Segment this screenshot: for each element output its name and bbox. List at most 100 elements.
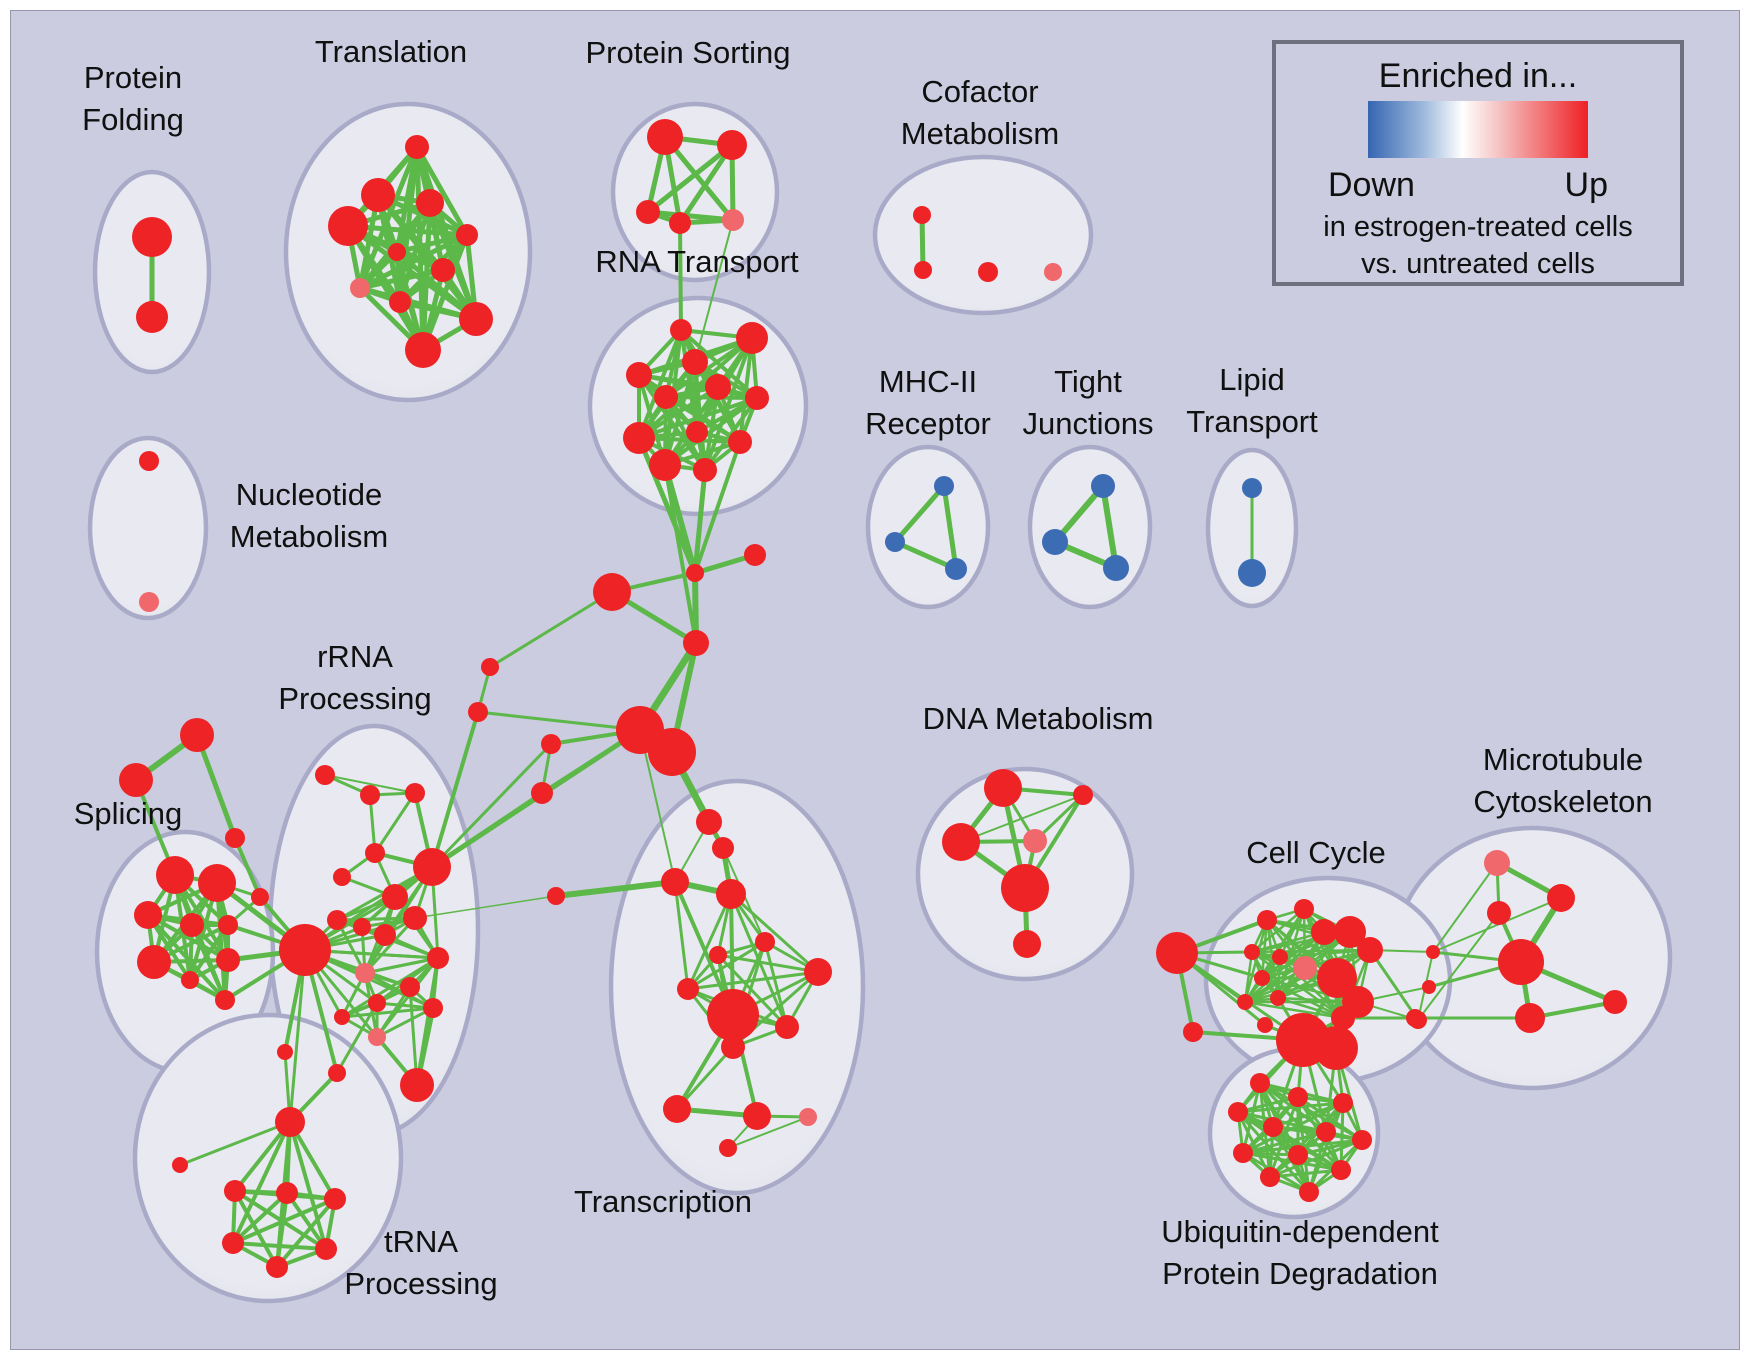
node-tr8 bbox=[677, 978, 699, 1000]
edge-cc4-cc5 bbox=[1250, 907, 1306, 954]
edge-rt5-rt12 bbox=[703, 385, 720, 472]
edge-r14-r21 bbox=[415, 956, 440, 1087]
cluster-label-rna-transport: RNA Transport bbox=[595, 244, 799, 279]
node-tr11 bbox=[721, 1035, 745, 1059]
node-m5 bbox=[1603, 990, 1627, 1014]
edge-trh-u4 bbox=[231, 1120, 292, 1245]
node-h2 bbox=[648, 728, 696, 776]
node-sp5 bbox=[218, 915, 238, 935]
node-u1 bbox=[224, 1180, 246, 1202]
node-ub12 bbox=[1299, 1182, 1319, 1202]
edge-tr6-tr10 bbox=[763, 940, 789, 1029]
node-u4 bbox=[222, 1232, 244, 1254]
node-x1 bbox=[686, 564, 704, 582]
node-t4 bbox=[328, 206, 368, 246]
edge-t7-t8 bbox=[357, 267, 446, 291]
node-tr4 bbox=[716, 879, 746, 909]
node-rt10 bbox=[728, 430, 752, 454]
cluster-ellipse-transcription bbox=[608, 778, 866, 1196]
cluster-label-cell-cycle: Cell Cycle bbox=[1246, 835, 1386, 870]
edge-tr15-tr14 bbox=[727, 1116, 809, 1149]
node-cc5 bbox=[1244, 944, 1260, 960]
edge-rt12-x1 bbox=[692, 467, 708, 576]
node-trh bbox=[275, 1107, 305, 1137]
edge-ub7-ub9 bbox=[1296, 1138, 1364, 1157]
edge-u1-u6 bbox=[233, 1189, 279, 1269]
edge-q2-h1 bbox=[476, 710, 642, 732]
edge-ub6-ub8 bbox=[1241, 1130, 1328, 1155]
node-ps4 bbox=[669, 212, 691, 234]
node-tj1 bbox=[1091, 474, 1115, 498]
node-t2 bbox=[361, 178, 395, 212]
node-m4 bbox=[1498, 939, 1544, 985]
edge-rt7-rt9 bbox=[637, 396, 759, 440]
edge-cc11-cc13 bbox=[1260, 976, 1360, 1004]
node-d2 bbox=[1073, 785, 1093, 805]
node-sp8 bbox=[181, 971, 199, 989]
edge-r10-r13 bbox=[363, 916, 417, 975]
node-cc17 bbox=[1257, 1017, 1273, 1033]
cluster-label-splicing: Splicing bbox=[74, 796, 183, 831]
node-d3 bbox=[942, 823, 980, 861]
node-rt2 bbox=[736, 322, 768, 354]
edge-ps5-rt3 bbox=[694, 219, 734, 363]
node-r4 bbox=[365, 843, 385, 863]
edge-sp3-sp7 bbox=[146, 913, 230, 962]
node-tr7 bbox=[804, 958, 832, 986]
node-u2 bbox=[276, 1182, 298, 1204]
edge-sp3-sp9 bbox=[146, 913, 227, 1002]
node-ub2 bbox=[1288, 1087, 1308, 1107]
node-r18 bbox=[334, 1009, 350, 1025]
node-tr10 bbox=[775, 1015, 799, 1039]
node-rt6 bbox=[654, 385, 678, 409]
node-x2 bbox=[744, 544, 766, 566]
edge-r8-r10 bbox=[335, 916, 417, 922]
edge-cc5-cc16 bbox=[1250, 950, 1345, 1020]
node-rt1 bbox=[670, 319, 692, 341]
node-ps3 bbox=[636, 200, 660, 224]
node-tr15 bbox=[719, 1139, 737, 1157]
edge-rt2-rt12 bbox=[703, 336, 754, 472]
node-st2 bbox=[119, 763, 153, 797]
node-r19 bbox=[368, 1028, 386, 1046]
edge-sp2-sp9 bbox=[215, 881, 227, 1002]
node-sp3 bbox=[134, 901, 162, 929]
node-cf4 bbox=[1044, 263, 1062, 281]
node-tj3 bbox=[1103, 555, 1129, 581]
node-ub7 bbox=[1352, 1130, 1372, 1150]
node-cc1 bbox=[1156, 932, 1198, 974]
edge-ub7-ub11 bbox=[1268, 1138, 1364, 1179]
edge-cf1-cf2 bbox=[919, 212, 926, 273]
node-r1 bbox=[315, 765, 335, 785]
edge-t1-t5 bbox=[414, 144, 470, 238]
edge-t5-t6 bbox=[394, 232, 470, 255]
edge-r16-r20 bbox=[335, 1001, 379, 1075]
node-trl bbox=[172, 1157, 188, 1173]
node-tr12 bbox=[663, 1095, 691, 1123]
node-st3 bbox=[225, 828, 245, 848]
node-r15 bbox=[400, 977, 420, 997]
legend-subtitle: in estrogen-treated cells vs. untreated … bbox=[1276, 209, 1680, 283]
cluster-ellipse-cofactor-metabolism bbox=[872, 154, 1094, 316]
edge-m1-k1 bbox=[1432, 862, 1498, 953]
node-ub8 bbox=[1233, 1143, 1253, 1163]
node-sp1 bbox=[156, 856, 194, 894]
cluster-label-translation: Translation bbox=[315, 34, 467, 69]
cluster-label-rrna-processing: rRNA Processing bbox=[278, 639, 431, 716]
edge-cc20-m3 bbox=[1417, 912, 1500, 1021]
node-st1 bbox=[180, 718, 214, 752]
node-r7 bbox=[382, 884, 408, 910]
edge-r14-r18 bbox=[340, 956, 440, 1019]
node-s2 bbox=[531, 782, 553, 804]
node-t11 bbox=[405, 332, 441, 368]
node-cc12 bbox=[1317, 958, 1357, 998]
edge-s1-r5 bbox=[430, 742, 553, 869]
node-ub11 bbox=[1260, 1167, 1280, 1187]
node-ub9 bbox=[1288, 1145, 1308, 1165]
node-m2 bbox=[1547, 884, 1575, 912]
edge-rt7-rt12 bbox=[703, 396, 759, 472]
node-ps5 bbox=[722, 209, 744, 231]
cluster-label-microtubule-cytoskeleton: Microtubule Cytoskeleton bbox=[1473, 742, 1652, 819]
edge-rt6-rt10 bbox=[664, 395, 742, 444]
legend-gradient-bar bbox=[1368, 101, 1588, 158]
